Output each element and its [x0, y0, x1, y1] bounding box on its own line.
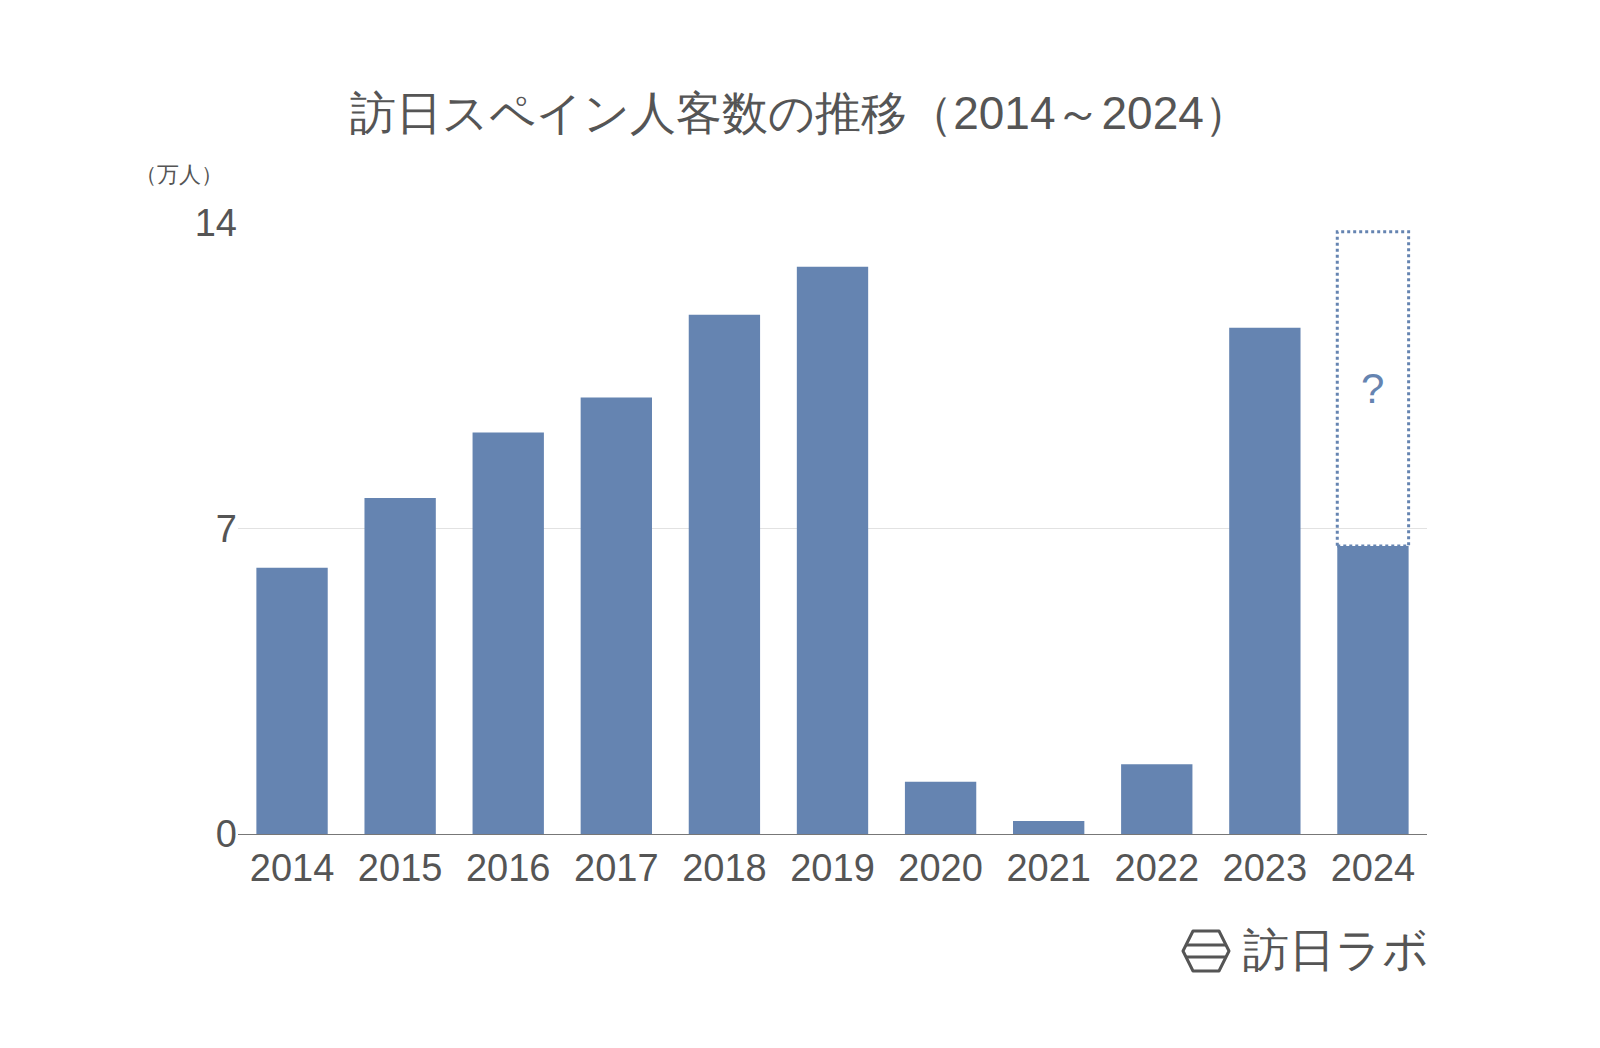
svg-text:2021: 2021 [1006, 847, 1091, 889]
svg-text:2022: 2022 [1114, 847, 1199, 889]
svg-text:0: 0 [216, 813, 237, 855]
svg-text:訪日ラボ: 訪日ラボ [1243, 924, 1429, 976]
svg-text:訪日スペイン人客数の推移（2014～2024）: 訪日スペイン人客数の推移（2014～2024） [350, 87, 1250, 139]
svg-text:（万人）: （万人） [135, 162, 223, 187]
svg-text:2023: 2023 [1223, 847, 1308, 889]
svg-text:2015: 2015 [358, 847, 443, 889]
svg-text:2014: 2014 [250, 847, 335, 889]
svg-text:?: ? [1361, 365, 1384, 412]
svg-text:2024: 2024 [1331, 847, 1416, 889]
svg-text:7: 7 [216, 508, 237, 550]
svg-text:2018: 2018 [682, 847, 767, 889]
svg-text:2017: 2017 [574, 847, 659, 889]
svg-text:14: 14 [195, 202, 237, 244]
svg-text:2016: 2016 [466, 847, 551, 889]
svg-text:2020: 2020 [898, 847, 983, 889]
svg-text:2019: 2019 [790, 847, 875, 889]
